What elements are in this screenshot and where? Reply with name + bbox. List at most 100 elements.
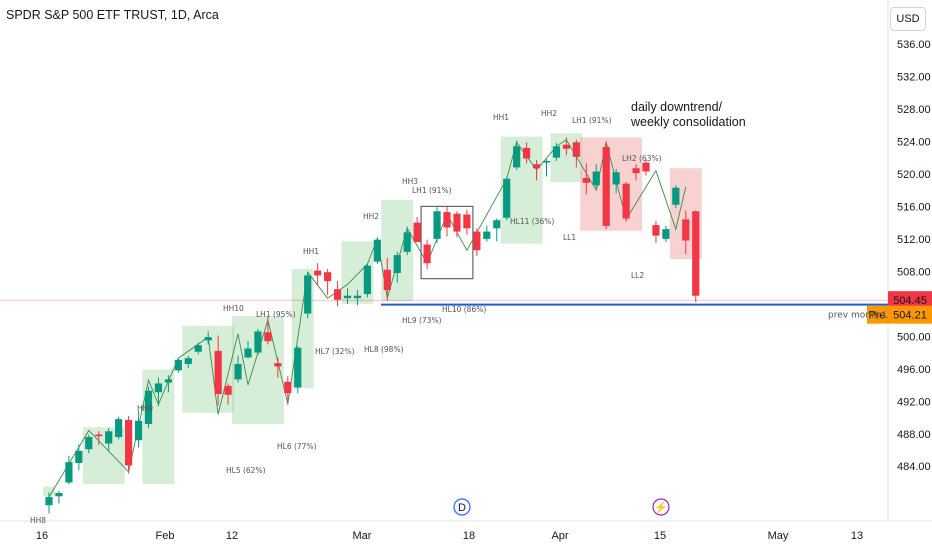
candle-body [532,164,541,169]
candle-body [274,363,282,367]
candle-body [433,211,441,239]
candle-body [662,229,670,239]
candle-body [134,420,143,441]
zigzag-label: HH8 [30,516,46,525]
candle-body [214,350,222,394]
y-tick-label: 496.00 [897,364,931,376]
candle-body [95,434,103,437]
candle-body [154,383,163,393]
y-tick-label: 500.00 [897,331,931,343]
zigzag-label: HH2 [541,109,557,118]
candle-body [353,295,362,299]
candle-body [503,178,511,218]
x-tick-label: 13 [851,530,863,542]
range-box [580,137,643,231]
candle-body [423,244,431,264]
candle-body [542,160,551,163]
candle-body [304,275,312,314]
zigzag-label: LH1 (95%) [256,310,296,319]
candle-body [523,147,531,159]
candle-body [184,358,192,364]
y-tick-label: 528.00 [897,104,931,116]
zigzag-label: HH1 [303,247,319,256]
y-tick-label: 524.00 [897,136,931,148]
zigzag-label: HL6 (77%) [277,442,317,451]
y-tick-label: 508.00 [897,266,931,278]
candle-body [45,497,53,506]
earnings-icon [652,498,670,516]
candle-body [224,385,232,395]
candle-body [234,363,242,380]
chart-title: SPDR S&P 500 ETF TRUST, 1D, Arca [6,8,219,22]
current-price-tag [888,291,932,310]
candle-body [373,239,381,262]
y-tick-label: 492.00 [897,396,931,408]
zigzag-label: HL11 (36%) [510,217,554,226]
candle-body [682,219,690,241]
range-box [43,486,55,497]
zigzag-label: HH3 [402,177,418,186]
y-tick-label: 488.00 [897,429,931,441]
x-tick-label: Feb [156,530,175,542]
zigzag-label: LH2 (63%) [622,154,662,163]
candle-body [363,265,371,295]
candle-body [483,231,491,239]
pre-price-tag [888,305,932,324]
candle-body [672,187,680,205]
candle-body [403,232,411,252]
candle-body [612,172,620,185]
candle-body [324,272,332,282]
y-tick-label: 512.00 [897,234,931,246]
y-tick-label: 520.00 [897,169,931,181]
zigzag-label: HL10 (86%) [442,305,486,314]
y-tick-label: 484.00 [897,461,931,473]
candle-body [513,146,521,168]
zigzag-label: LL1 [563,233,576,242]
y-tick-label: 532.00 [897,71,931,83]
zigzag-label: HL9 (73%) [402,316,442,325]
note-text: daily downtrend/ [631,100,723,114]
pre-label: Pre [868,310,885,322]
current-price-label: 504.45 [893,295,927,307]
candle-body [602,147,610,226]
candle-body [572,142,580,157]
candle-body [115,419,123,438]
zigzag-label: LL2 [631,271,644,280]
x-tick-label: 16 [36,530,48,542]
candle-body [443,212,451,228]
candle-body [393,255,401,273]
pre-tag [867,305,888,324]
x-tick-label: 12 [226,530,238,542]
candle-body [65,462,73,483]
candle-body [692,211,700,296]
candle-body [413,222,421,243]
currency-button[interactable]: USD [890,7,926,31]
candle-body [652,225,660,236]
candle-body [473,231,481,251]
candle-body [314,270,322,276]
x-tick-label: Mar [353,530,372,542]
candle-body [55,493,63,497]
candle-body [632,168,640,174]
candle-body [144,390,153,425]
candle-body [85,437,93,450]
note-text: weekly consolidation [630,115,746,129]
candle-body [642,162,650,172]
dividend-icon [453,498,471,516]
pre-price-label: 504.21 [893,310,927,322]
candle-body [622,183,630,219]
x-tick-label: 18 [463,530,475,542]
zigzag-label: HL7 (32%) [315,347,355,356]
candle-body [264,332,272,342]
candle-body [383,269,391,291]
y-tick-label: 516.00 [897,201,931,213]
candle-body [493,220,501,229]
candle-body [194,345,202,352]
candle-body [343,295,352,299]
candle-body [582,177,590,183]
zigzag-label: HH10 [223,304,244,313]
zigzag-label: HH1 [493,113,509,122]
zigzag-label: HH2 [363,212,379,221]
zigzag-label: LH1 (91%) [412,186,452,195]
